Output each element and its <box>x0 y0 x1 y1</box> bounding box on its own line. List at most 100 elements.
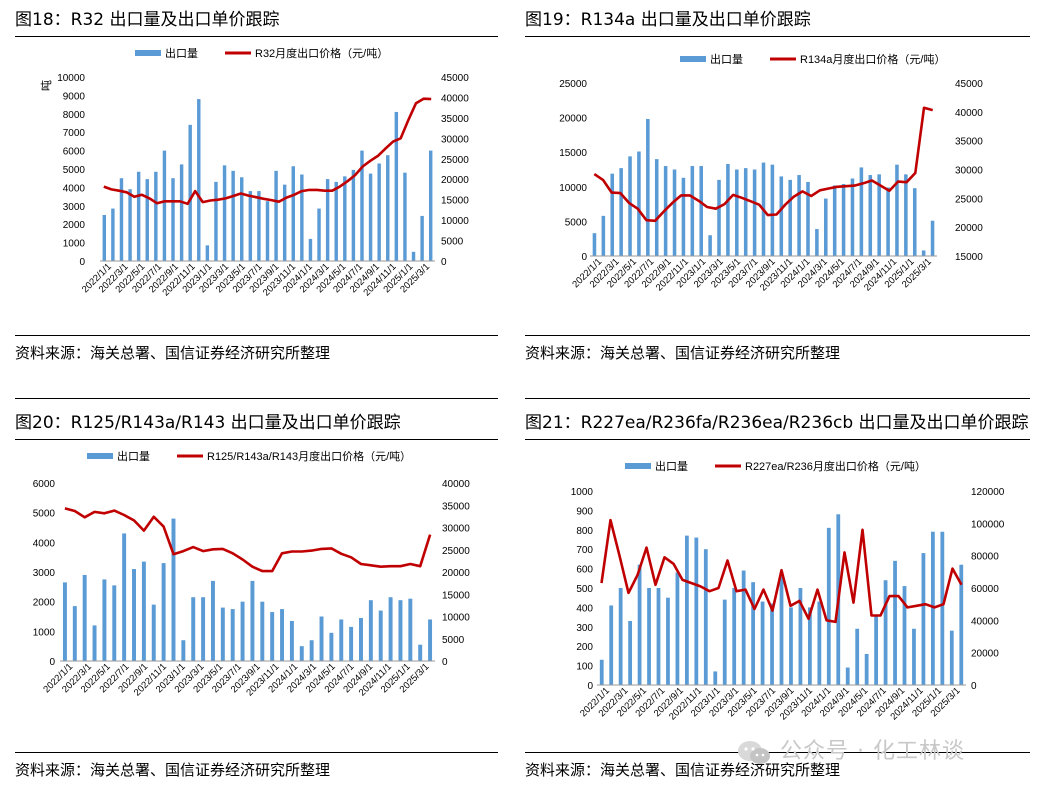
bar-volume <box>62 582 67 661</box>
bar-volume <box>339 619 344 661</box>
y-right-tick-label: 5000 <box>442 635 465 646</box>
bar-volume <box>240 601 245 661</box>
bar-volume <box>592 233 597 256</box>
y-left-tick-label: 400 <box>576 603 593 614</box>
bar-volume <box>610 173 615 256</box>
legend: 出口量 R125/R143a/R143月度出口价格（元/吨） <box>87 449 411 463</box>
bar-volume <box>713 671 718 685</box>
y-left-tick-label: 10000 <box>57 73 85 84</box>
bar-volume <box>708 235 712 256</box>
y-right-tick-label: 20000 <box>955 223 983 234</box>
bar-volume <box>394 111 399 262</box>
y-right-tick-label: 60000 <box>971 584 999 595</box>
bar-volume <box>619 168 623 256</box>
y-right-tick-label: 20000 <box>441 175 469 186</box>
bar-volume <box>883 580 888 685</box>
y-left-tick-label: 5000 <box>565 217 588 228</box>
bar-volume <box>841 184 846 256</box>
price-line <box>600 518 963 624</box>
legend-label-volume: 出口量 <box>655 459 688 473</box>
y-left-tick-label: 5000 <box>33 509 56 520</box>
bar-volume <box>377 163 381 261</box>
chart-r227ea: 出口量 R227ea/R236月度出口价格（元/吨） 0 100 200 300 400 50… <box>571 459 1005 723</box>
bar-volume <box>220 607 225 661</box>
bar-volume <box>874 615 879 685</box>
bar-volume <box>770 164 775 256</box>
chart-title: 图18：R32 出口量及出口单价跟踪 <box>15 10 280 30</box>
bar-volume <box>770 603 774 685</box>
bar-volume <box>826 527 831 685</box>
y-left-tick-label: 6000 <box>63 147 86 158</box>
y-left-tick-label: 2000 <box>33 598 56 609</box>
bar-volume <box>334 181 338 261</box>
bar-volume <box>230 609 235 661</box>
y-left-tick-label: 10000 <box>559 183 587 194</box>
bar-volume <box>398 600 403 661</box>
price-line <box>593 106 934 223</box>
bar-volume <box>779 176 784 256</box>
y-left-tick-label: 5000 <box>63 165 86 176</box>
bar-volume <box>171 518 176 661</box>
y-right-tick-label: 35000 <box>442 501 470 512</box>
bar-volume <box>690 166 695 256</box>
bar-volume <box>145 179 149 261</box>
bar-volume <box>599 659 604 685</box>
y-left-tick-label: 300 <box>576 623 593 634</box>
legend-label-volume: 出口量 <box>710 52 743 66</box>
y-left-tick-label: 7000 <box>63 128 86 139</box>
y-left-tick-label: 1000 <box>33 627 56 638</box>
bar-volume <box>265 201 270 261</box>
bar-volume <box>735 169 739 256</box>
bar-volume <box>806 181 810 256</box>
y-left-tick-label: 600 <box>576 565 593 576</box>
y-left-tick-label: 500 <box>576 584 593 595</box>
bar-volume <box>188 124 192 261</box>
bar-volume <box>817 601 822 685</box>
chart-panel-r227ea: 图21：R227ea/R236fa/R236ea/R236cb 出口量及出口单价… <box>525 398 1035 788</box>
y-left-tick-label: 0 <box>49 657 55 668</box>
y-left-tick-label: 200 <box>576 642 593 653</box>
chart-panel-r125: 图20：R125/R143a/R143 出口量及出口单价跟踪 出口量 R125/R… <box>15 398 505 788</box>
y-right-tick-label: 30000 <box>955 166 983 177</box>
bar-volume <box>205 245 210 261</box>
bar-volume <box>864 653 869 685</box>
bar-volume <box>136 171 141 261</box>
source-rule <box>525 752 1030 753</box>
bar-volume <box>815 229 819 256</box>
bar-volume <box>672 169 677 256</box>
bar-volume <box>309 640 314 661</box>
chart-panel-r32: 图18：R32 出口量及出口单价跟踪 出口量 R32月度出口价格（元/吨） 吨 0 10… <box>15 0 505 380</box>
bar-volume <box>428 150 433 261</box>
y-right-tick-label: 40000 <box>441 93 469 104</box>
y-right-tick-label: 15000 <box>442 590 470 601</box>
bar-volume <box>122 533 127 661</box>
bar-volume <box>257 191 261 261</box>
bar-volume <box>930 531 935 685</box>
y-right-tick-label: 25000 <box>955 194 983 205</box>
bar-volume <box>411 251 416 261</box>
bar-volume <box>291 166 295 261</box>
bar-volume <box>132 569 136 661</box>
bar-volume <box>359 617 363 661</box>
legend-bar-swatch <box>135 50 161 56</box>
bar-volume <box>797 175 801 256</box>
bar-volume <box>161 563 166 661</box>
legend-label-volume: 出口量 <box>165 46 198 60</box>
bar-volume <box>694 537 699 685</box>
source-note: 资料来源：海关总署、国信证券经济研究所整理 <box>525 761 841 779</box>
bar-volume <box>912 628 916 685</box>
y-left-tick-label: 15000 <box>559 148 587 159</box>
bar-volume <box>282 184 287 261</box>
y-left-tick-label: 3000 <box>33 568 56 579</box>
bar-volume <box>637 151 641 256</box>
y-right-tick-label: 0 <box>971 681 977 692</box>
bar-volume <box>418 644 423 661</box>
bar-volume <box>112 585 117 661</box>
bar-volume <box>299 646 304 661</box>
bar-volume <box>717 179 721 256</box>
bar-volume <box>360 150 364 261</box>
y-left-tick-label: 3000 <box>63 202 86 213</box>
y-left-tick-label: 900 <box>576 506 593 517</box>
bar-volume <box>197 99 201 261</box>
bar-volume <box>788 179 792 256</box>
